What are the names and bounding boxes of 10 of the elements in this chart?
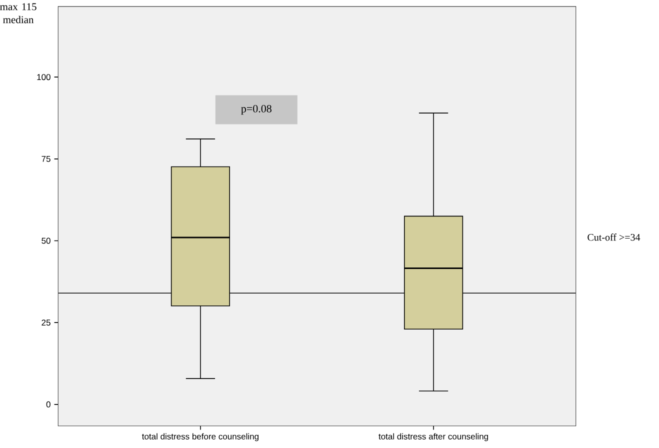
- y-tick-label: 0: [46, 401, 50, 408]
- x-tick-label: total distress after counseling: [378, 433, 488, 442]
- y-tick-label: 50: [42, 238, 50, 244]
- annotation: p=0.08: [241, 104, 272, 115]
- y-tick-label: 100: [37, 74, 50, 80]
- ref-line-label: Cut-off >=34: [588, 234, 640, 241]
- y-tick-label: 75: [42, 156, 50, 162]
- y-tick-label: 25: [42, 320, 50, 326]
- x-tick-label: total distress before counseling: [142, 433, 258, 442]
- text: max 115 median: [0, 3, 36, 24]
